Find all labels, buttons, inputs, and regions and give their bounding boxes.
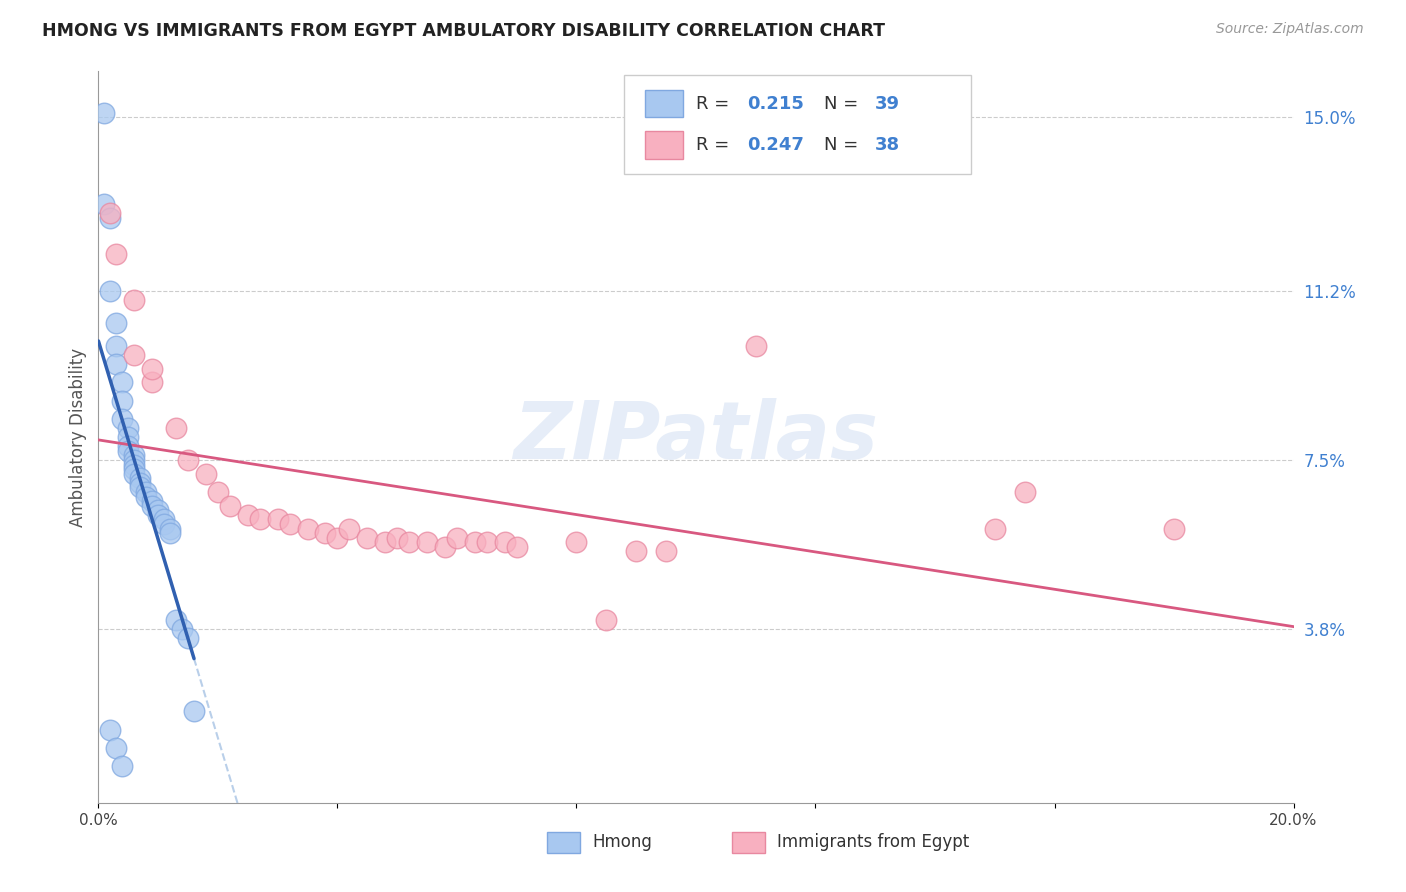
Point	[165, 613, 187, 627]
Point	[398, 535, 420, 549]
Text: Hmong: Hmong	[592, 833, 652, 851]
Point	[236, 508, 259, 522]
Point	[416, 535, 439, 549]
Point	[111, 376, 134, 390]
Point	[117, 421, 139, 435]
Point	[153, 516, 176, 531]
Point	[117, 439, 139, 453]
Point	[183, 705, 205, 719]
Point	[153, 512, 176, 526]
Point	[326, 531, 349, 545]
Point	[1014, 485, 1036, 500]
Point	[297, 521, 319, 535]
Point	[124, 453, 146, 467]
Point	[1163, 521, 1185, 535]
Point	[129, 475, 152, 490]
Point	[98, 284, 122, 298]
Point	[464, 535, 486, 549]
Point	[111, 759, 134, 773]
Text: HMONG VS IMMIGRANTS FROM EGYPT AMBULATORY DISABILITY CORRELATION CHART: HMONG VS IMMIGRANTS FROM EGYPT AMBULATOR…	[42, 22, 886, 40]
Point	[165, 421, 187, 435]
Point	[595, 613, 617, 627]
Point	[655, 544, 678, 558]
Text: 0.247: 0.247	[748, 136, 804, 154]
Text: Immigrants from Egypt: Immigrants from Egypt	[778, 833, 970, 851]
Text: Source: ZipAtlas.com: Source: ZipAtlas.com	[1216, 22, 1364, 37]
Point	[339, 521, 361, 535]
Point	[105, 740, 128, 755]
Text: R =: R =	[696, 136, 735, 154]
FancyBboxPatch shape	[624, 75, 972, 174]
Point	[93, 105, 115, 120]
Point	[93, 197, 115, 211]
Point	[278, 516, 301, 531]
Point	[124, 467, 146, 481]
Point	[111, 412, 134, 426]
Point	[105, 357, 128, 371]
Point	[267, 512, 290, 526]
Point	[117, 443, 139, 458]
Point	[129, 480, 152, 494]
Point	[124, 293, 146, 307]
Point	[124, 462, 146, 476]
Point	[148, 503, 170, 517]
Point	[148, 508, 170, 522]
Point	[117, 430, 139, 444]
Point	[124, 458, 146, 472]
Point	[141, 376, 163, 390]
Point	[249, 512, 271, 526]
Point	[141, 494, 163, 508]
Text: N =: N =	[824, 95, 863, 112]
FancyBboxPatch shape	[733, 832, 765, 853]
Point	[385, 531, 409, 545]
Point	[105, 338, 128, 352]
Point	[141, 361, 163, 376]
Point	[984, 521, 1007, 535]
Point	[105, 316, 128, 330]
Point	[159, 521, 181, 535]
Point	[141, 499, 163, 513]
Point	[195, 467, 218, 481]
Point	[105, 247, 128, 261]
Point	[506, 540, 529, 554]
Point	[315, 526, 337, 541]
Point	[135, 490, 157, 504]
Text: N =: N =	[824, 136, 863, 154]
Point	[129, 471, 152, 485]
Text: R =: R =	[696, 95, 735, 112]
Point	[626, 544, 648, 558]
Text: 38: 38	[876, 136, 900, 154]
FancyBboxPatch shape	[644, 131, 683, 159]
Point	[172, 622, 194, 636]
Point	[565, 535, 588, 549]
Point	[98, 206, 122, 220]
FancyBboxPatch shape	[547, 832, 581, 853]
Point	[135, 485, 157, 500]
Point	[111, 393, 134, 408]
Point	[446, 531, 468, 545]
Text: 39: 39	[876, 95, 900, 112]
Point	[374, 535, 396, 549]
Text: 0.215: 0.215	[748, 95, 804, 112]
Y-axis label: Ambulatory Disability: Ambulatory Disability	[69, 348, 87, 526]
Point	[177, 453, 200, 467]
Point	[745, 338, 768, 352]
Point	[124, 348, 146, 362]
Point	[494, 535, 516, 549]
Point	[219, 499, 242, 513]
Point	[124, 449, 146, 463]
Point	[159, 526, 181, 541]
Point	[356, 531, 378, 545]
Point	[475, 535, 498, 549]
Point	[98, 723, 122, 737]
Point	[98, 211, 122, 225]
Point	[207, 485, 229, 500]
Text: ZIPatlas: ZIPatlas	[513, 398, 879, 476]
FancyBboxPatch shape	[644, 90, 683, 118]
Point	[434, 540, 457, 554]
Point	[177, 632, 200, 646]
